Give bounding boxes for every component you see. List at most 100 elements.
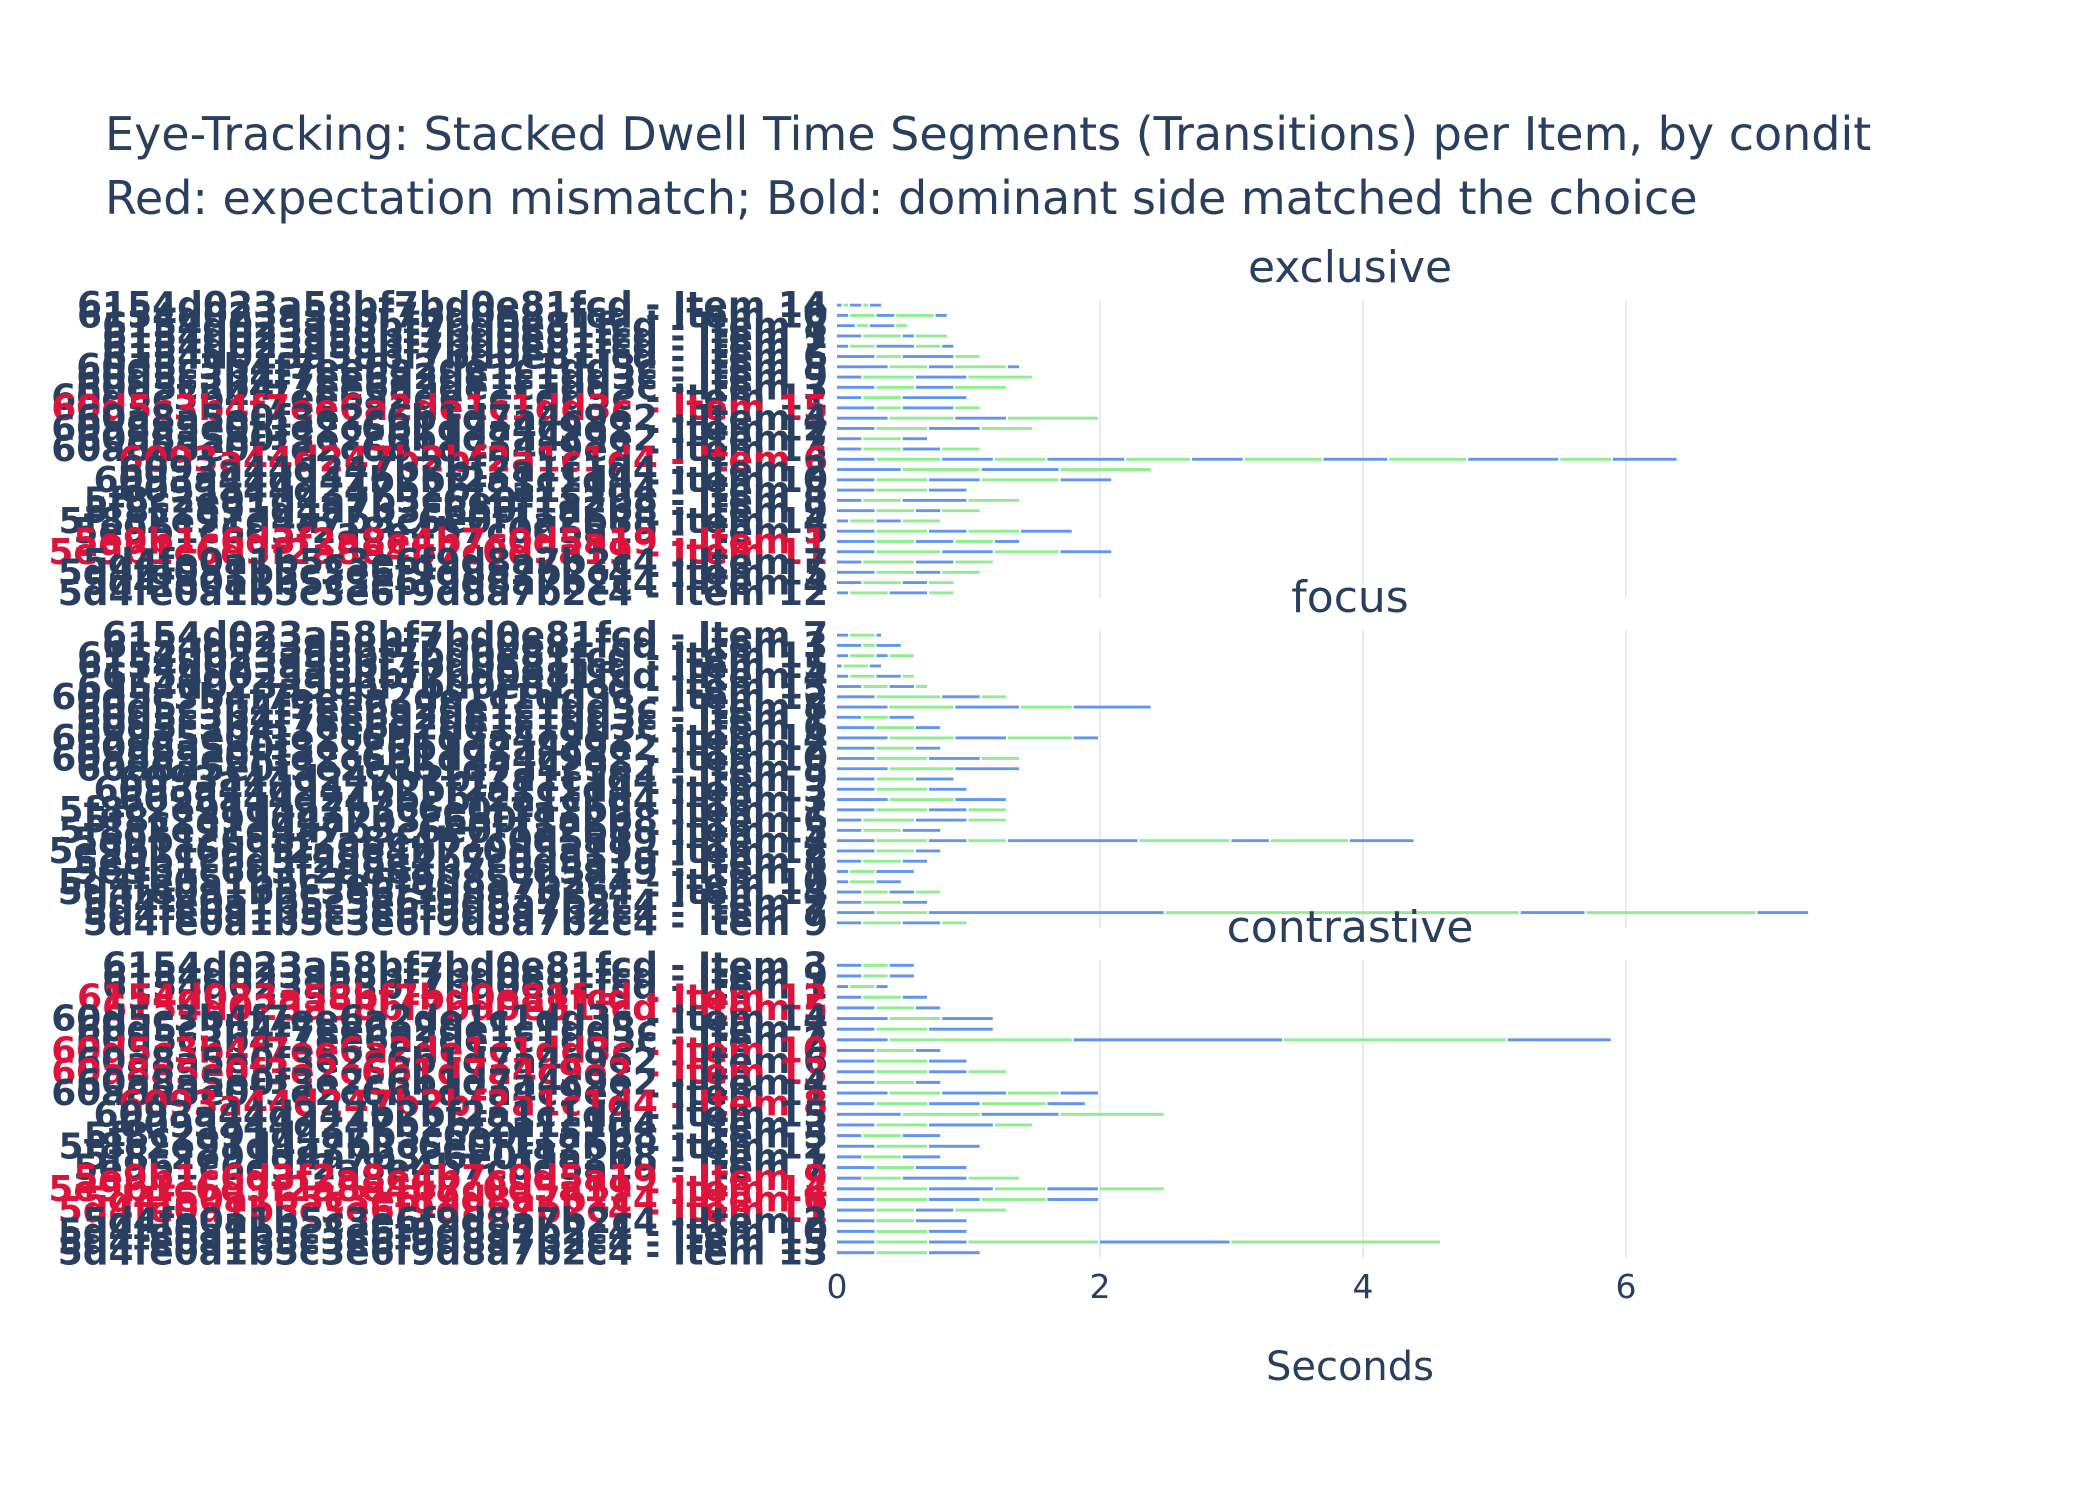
bar-segment: [955, 736, 1006, 740]
y-tick-label: 5d4fe0a1b5c3e6f9d8a7b2c4 - Item 12: [58, 573, 828, 614]
bar-segment: [915, 1208, 954, 1212]
bar-segment: [955, 560, 993, 564]
bar-segment: [902, 674, 914, 678]
bar-segment: [902, 519, 941, 523]
bar-segment: [981, 695, 1006, 699]
bar-segment: [837, 890, 862, 894]
bar-segment: [876, 427, 928, 430]
bar-segment: [889, 416, 954, 420]
bar-segment: [863, 890, 888, 894]
bar-segment: [1507, 1038, 1611, 1042]
bar-segment: [942, 344, 954, 348]
bar-segment: [981, 1112, 1059, 1116]
y-tick-label: 60a8a5e0f3e2c6b1d7a4c9e2 - Item 13: [51, 1052, 828, 1093]
bar-segment: [1047, 1197, 1098, 1201]
bar-segment: [1757, 911, 1809, 915]
y-tick-label: 6154d023a58bf7bd0e81fcd - Item 10: [77, 295, 828, 336]
bar-segment: [876, 808, 928, 812]
bar-segment: [837, 1219, 875, 1223]
bar-segment: [837, 1240, 875, 1244]
bar-segment: [837, 870, 849, 873]
bar-segment: [876, 880, 901, 884]
bar-segment: [929, 757, 980, 760]
bar-segment: [876, 529, 928, 533]
chart-subtitle: Red: expectation mismatch; Bold: dominan…: [105, 171, 1698, 225]
y-tick-label: 6154d023a58bf7bd0e81fcd - Item 1: [102, 967, 828, 1008]
bar-segment: [837, 375, 862, 379]
y-tick-label: 60a8a5e0f3e2c6b1d7a4c9e2 - Item 13: [51, 429, 828, 470]
bar-segment: [1165, 911, 1519, 915]
bar-segment: [837, 654, 849, 658]
bar-segment: [876, 1166, 914, 1170]
y-tick-label: 5d4fe0a1b5c3e6f9d8a7b2c4 - Item 9: [83, 903, 828, 944]
bar-segment: [837, 1123, 875, 1127]
bar-segment: [876, 406, 901, 410]
bar-segment: [837, 1134, 862, 1138]
bar-segment: [929, 478, 980, 482]
bar-segment: [929, 1070, 967, 1074]
y-tick-label: 6154d023a58bf7bd0e81fcd - Item 11: [77, 636, 828, 677]
bar-segment: [889, 963, 914, 967]
y-tick-label: 6154d023a58bf7bd0e81fcd - Item 6: [102, 337, 828, 378]
y-tick-label: 6154d023a58bf7bd0e81fcd - Item 15: [77, 646, 828, 687]
bar-segment: [837, 985, 849, 989]
bar-segment: [902, 334, 914, 338]
bar-segment: [889, 1038, 1072, 1042]
bar-segment: [850, 870, 875, 873]
y-tick-label: 5e9b1c6d3f2a8e4b7c0d5a19 - Item 4: [73, 821, 828, 862]
bar-segment: [896, 313, 934, 317]
bar-segment: [876, 478, 928, 482]
y-tick-label: 5d4fe0a1b5c3e6f9d8a7b2c4 - Item 11: [58, 1190, 828, 1231]
bar-segment: [837, 808, 875, 812]
bar-segment: [896, 324, 908, 328]
x-tick-label: 2: [1090, 1267, 1111, 1306]
bar-segment: [889, 736, 954, 740]
bar-segment: [981, 1197, 1046, 1201]
bar-segment: [837, 715, 862, 719]
y-tick-label: 5d4fe0a1b5c3e6f9d8a7b2c4 - Item 2: [83, 882, 828, 923]
bar-segment: [837, 406, 875, 410]
bar-segment: [863, 963, 888, 967]
bar-segment: [955, 705, 1020, 709]
bar-segment: [955, 798, 1006, 801]
bar-segment: [837, 324, 855, 328]
y-tick-label: 5e9b1c6d3f2a8e4b7c0d5a19 - Item 7: [73, 1148, 828, 1189]
bar-segment: [876, 1048, 914, 1052]
y-tick-label: 5d4fe0a1b5c3e6f9d8a7b2c4 - Item 14: [58, 872, 828, 913]
y-tick-label: 6093a44d247b2bf2a1c1d4 - Item 9: [119, 759, 828, 800]
bar-segment: [837, 921, 862, 925]
y-tick-label: 6093a44d247b2bf2a1c1d4 - Item 2: [119, 450, 828, 491]
bar-segment: [994, 550, 1059, 554]
bar-segment: [1007, 365, 1020, 369]
y-tick-label: 60d5c3b4f7ee6a2de1c1dd3c - Item 2: [76, 1020, 828, 1061]
bar-segment: [863, 1176, 901, 1180]
bar-segment: [876, 870, 914, 873]
bar-segment: [968, 1070, 1006, 1074]
bar-segment: [915, 777, 954, 781]
bar-segment: [876, 1229, 928, 1233]
bar-segment: [863, 643, 875, 647]
bar-segment: [837, 798, 888, 801]
bar-segment: [863, 859, 901, 863]
bar-segment: [942, 1091, 1006, 1095]
bar-segment: [837, 818, 862, 822]
bar-segment: [876, 1197, 928, 1201]
bar-segment: [968, 1240, 1098, 1244]
bar-segment: [902, 1112, 980, 1116]
bar-segment: [837, 1208, 875, 1212]
bar-segment: [955, 355, 980, 358]
plot-area: exclusive 6154d023a58bf7bd0e81fcd - Item …: [48, 242, 1809, 1306]
bar-segment: [955, 406, 980, 410]
bar-segment: [889, 974, 914, 978]
bar-segment: [929, 488, 967, 492]
bar-segment: [837, 447, 862, 451]
bar-segment: [876, 570, 914, 574]
bar-segment: [1231, 839, 1269, 843]
bar-segment: [863, 995, 901, 999]
bar-segment: [915, 570, 941, 574]
y-tick-label: 6093a44d247b2bf2a1c1d4 - Item 15: [93, 1094, 828, 1135]
bar-segment: [863, 581, 901, 585]
bar-segment: [863, 818, 914, 822]
bar-segment: [955, 767, 1020, 771]
bar-segment: [876, 1027, 928, 1031]
